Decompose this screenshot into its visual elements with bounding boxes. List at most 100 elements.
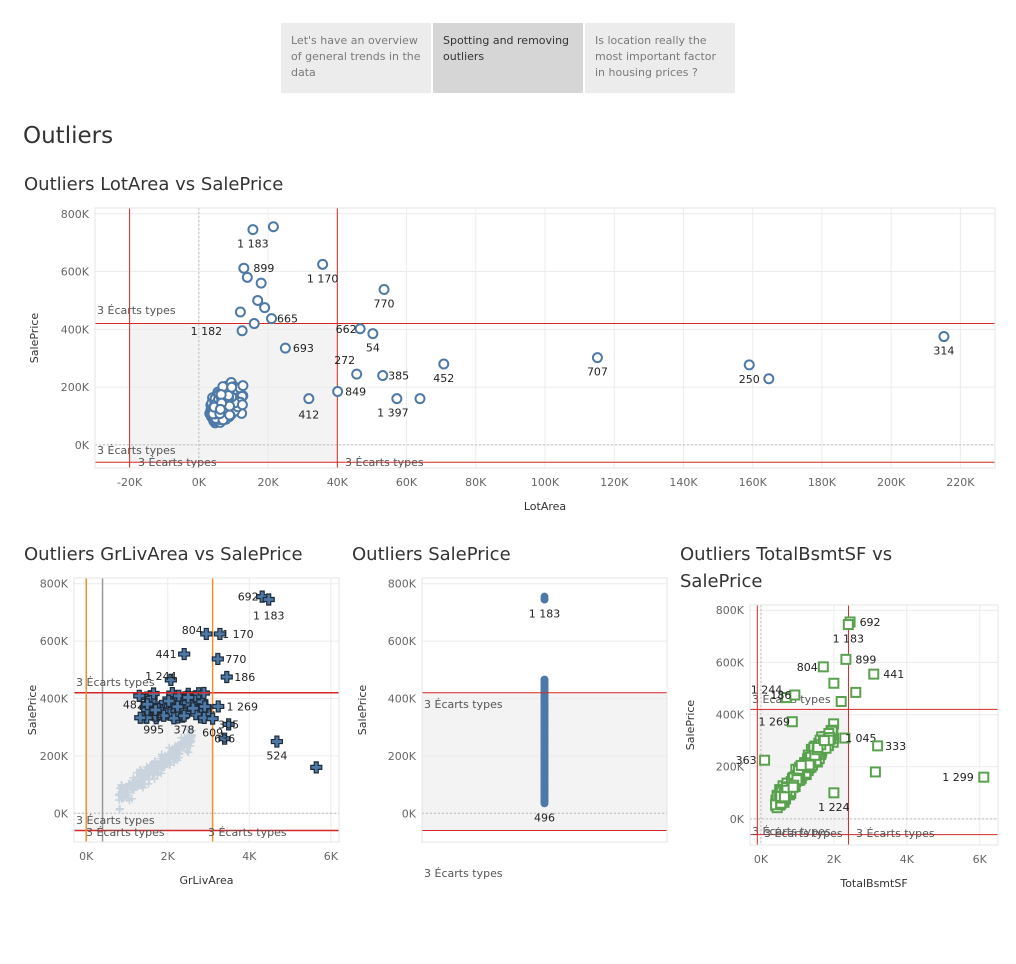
- chart-lotarea[interactable]: 0K 200K 400K 600K 800K -20K 0K 20K 40K 60K 80K 100K…: [20, 198, 1010, 528]
- data-point: [127, 783, 136, 792]
- y-tick-label: 800K: [388, 578, 417, 591]
- reference-line-label: 3 Écarts types: [345, 456, 424, 469]
- y-tick-label: 200K: [388, 750, 417, 763]
- x-tick-label: 0K: [754, 853, 769, 866]
- y-tick-label: 800K: [40, 578, 69, 591]
- plot-frame: [94, 207, 996, 469]
- y-tick-label: 0K: [730, 813, 745, 826]
- data-label: 16: [149, 710, 163, 723]
- data-point: [117, 792, 126, 801]
- data-point: [378, 283, 390, 295]
- x-tick-label: 140K: [669, 476, 698, 489]
- y-tick-label: 600K: [388, 635, 417, 648]
- data-label: 314: [933, 345, 954, 358]
- data-point: [978, 771, 990, 783]
- data-label: 452: [433, 372, 454, 385]
- data-point: [157, 709, 170, 722]
- y-tick-label: 400K: [716, 709, 745, 722]
- data-point: [178, 647, 191, 661]
- data-point: [187, 726, 196, 735]
- data-point: [237, 380, 249, 392]
- data-label: 1 183: [833, 633, 865, 646]
- y-tick-label: 200K: [40, 750, 69, 763]
- data-point: [206, 712, 219, 725]
- x-tick-label: 2K: [161, 850, 176, 863]
- x-tick-label: 20K: [257, 476, 279, 489]
- data-point: [812, 741, 824, 753]
- data-point: [310, 761, 323, 774]
- data-label: 804: [797, 661, 818, 674]
- reference-line-label: 3 Écarts types: [208, 826, 287, 839]
- y-tick-label: 400K: [388, 693, 417, 706]
- data-point: [591, 352, 603, 364]
- data-label: 692: [238, 591, 259, 604]
- story-point-overview[interactable]: Let's have an overview of general trends…: [281, 23, 431, 93]
- x-tick-label: 4K: [242, 850, 257, 863]
- data-point: [743, 359, 755, 371]
- data-point: [241, 271, 253, 283]
- data-point: [198, 700, 211, 713]
- data-label: 1 244: [145, 670, 177, 683]
- data-point: [391, 393, 403, 405]
- data-point: [850, 686, 862, 698]
- data-label: 1 299: [942, 771, 974, 784]
- story-point-location[interactable]: Is location really the most important fa…: [585, 23, 735, 93]
- data-point: [259, 302, 271, 314]
- y-tick-label: 600K: [40, 635, 69, 648]
- y-tick-label: 200K: [716, 761, 745, 774]
- data-point: [141, 698, 154, 711]
- data-point: [817, 661, 829, 673]
- y-tick-label: 600K: [61, 266, 90, 279]
- x-axis-label: GrLivArea: [179, 874, 233, 887]
- data-point: [248, 318, 260, 330]
- data-point: [234, 306, 246, 318]
- reference-line-label: 3 Écarts types: [97, 304, 176, 317]
- data-point: [868, 668, 880, 680]
- y-axis-label: SalePrice: [356, 685, 369, 736]
- data-label: 1 224: [818, 801, 850, 814]
- y-tick-label: 0K: [75, 439, 90, 452]
- data-point: [828, 787, 840, 799]
- data-label: 899: [855, 653, 876, 666]
- x-tick-label: 160K: [739, 476, 768, 489]
- data-point: [184, 748, 193, 757]
- reference-line-label: 3 Écarts types: [424, 698, 503, 711]
- story-point-outliers[interactable]: Spotting and removing outliers: [433, 23, 583, 93]
- data-label: 250: [739, 373, 760, 386]
- data-point: [266, 313, 278, 325]
- data-point: [236, 325, 248, 337]
- chart-saleprice[interactable]: 0K 200K 400K 600K 800K SalePrice 3 Écarts type…: [350, 568, 675, 898]
- x-tick-label: 4K: [900, 853, 915, 866]
- reference-line-label: 3 Écarts types: [764, 827, 843, 840]
- data-point: [938, 331, 950, 343]
- data-point: [236, 399, 248, 411]
- data-label: 693: [293, 342, 314, 355]
- data-point: [247, 224, 259, 236]
- x-tick-label: 200K: [877, 476, 906, 489]
- data-label: 54: [366, 342, 380, 355]
- data-label: 378: [174, 724, 195, 737]
- data-point: [351, 368, 363, 380]
- data-point: [182, 691, 195, 704]
- reference-line-label: 3 Écarts types: [76, 676, 155, 689]
- data-label: 412: [298, 409, 319, 422]
- plot-frame: [73, 577, 340, 843]
- data-point: [270, 735, 283, 748]
- data-point: [137, 771, 146, 780]
- data-label: 1 170: [222, 628, 254, 641]
- reference-line-label: 3 Écarts types: [424, 867, 503, 880]
- data-label: 662: [336, 323, 357, 336]
- data-label: 496: [534, 811, 555, 824]
- chart-grlivarea[interactable]: 0K 200K 400K 600K 800K 0K 2K 4K 6K GrLivArea SaleP…: [20, 568, 345, 898]
- plot-frame: [749, 604, 999, 846]
- data-label: 804: [182, 624, 203, 637]
- data-point: [218, 732, 231, 745]
- chart-totalbsmtsf[interactable]: 0K 200K 400K 600K 800K 0K 2K 4K 6K TotalBsmtSF Sal…: [678, 595, 1008, 900]
- data-point: [171, 700, 184, 713]
- data-label: 899: [253, 262, 274, 275]
- data-point: [149, 703, 162, 717]
- data-label: 1 183: [237, 238, 269, 251]
- data-label: 995: [143, 724, 164, 737]
- data-point: [279, 342, 291, 354]
- data-label: 770: [225, 653, 246, 666]
